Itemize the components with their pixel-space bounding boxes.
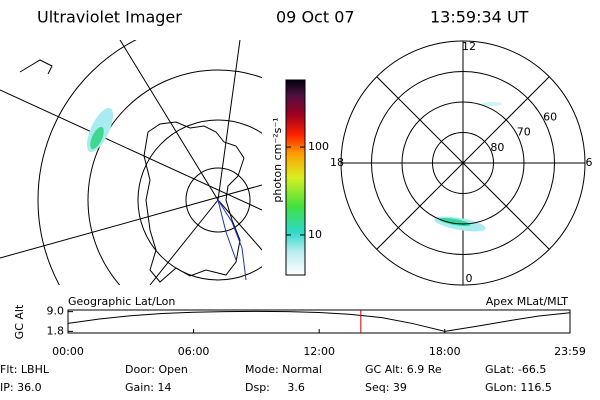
mlt-label: 12 [462,40,476,53]
footer: Flt: LBHL Door: Open Mode: Normal GC Alt: 6… [0,363,552,394]
left-title: Geographic Lat/Lon [68,295,175,308]
status-field: Gain: 14 [125,381,172,394]
title: Ultraviolet Imager [37,8,182,27]
lat-ring [371,71,555,255]
status-field: GLon: 116.5 [485,381,552,394]
status-field: GLat: -66.5 [485,363,546,376]
colorbar [285,79,306,276]
status-field: Seq: 39 [365,381,407,394]
status-field: Dsp: 3.6 [245,381,305,394]
lat-label: 70 [517,126,531,139]
y-tick-label: 1.8 [47,324,65,337]
lat-ring [401,101,525,225]
mlt-label: 0 [466,272,473,285]
time: 13:59:34 UT [430,8,529,27]
date: 09 Oct 07 [276,8,355,27]
altitude-line [67,310,571,332]
lat-ring [432,132,494,194]
status-field: Door: Open [125,363,188,376]
status-field: Flt: LBHL [0,363,50,376]
y-tick-label: 9.0 [47,305,65,318]
x-tick-label: 00:00 [52,345,84,358]
y-axis-label: GC Alt [13,304,26,339]
mlt-label: 18 [330,156,344,169]
colorbar-tick-label: 100 [308,140,329,153]
x-tick-label: 12:00 [303,345,335,358]
status-field: Mode: Normal [245,363,322,376]
geographic-map [0,40,262,285]
lat-label: 60 [543,110,557,123]
x-tick-label: 23:59 [554,345,586,358]
x-tick-label: 18:00 [429,345,461,358]
colorbar-label: photon cm⁻²s⁻¹ [271,117,284,202]
lat-label: 80 [490,141,504,154]
status-field: GC Alt: 6.9 Re [365,363,442,376]
status-field: IP: 36.0 [0,381,42,394]
right-title: Apex MLat/MLT [486,295,569,308]
colorbar-tick-label: 10 [308,228,322,241]
x-tick-label: 06:00 [178,345,210,358]
mlt-label: 6 [586,156,593,169]
